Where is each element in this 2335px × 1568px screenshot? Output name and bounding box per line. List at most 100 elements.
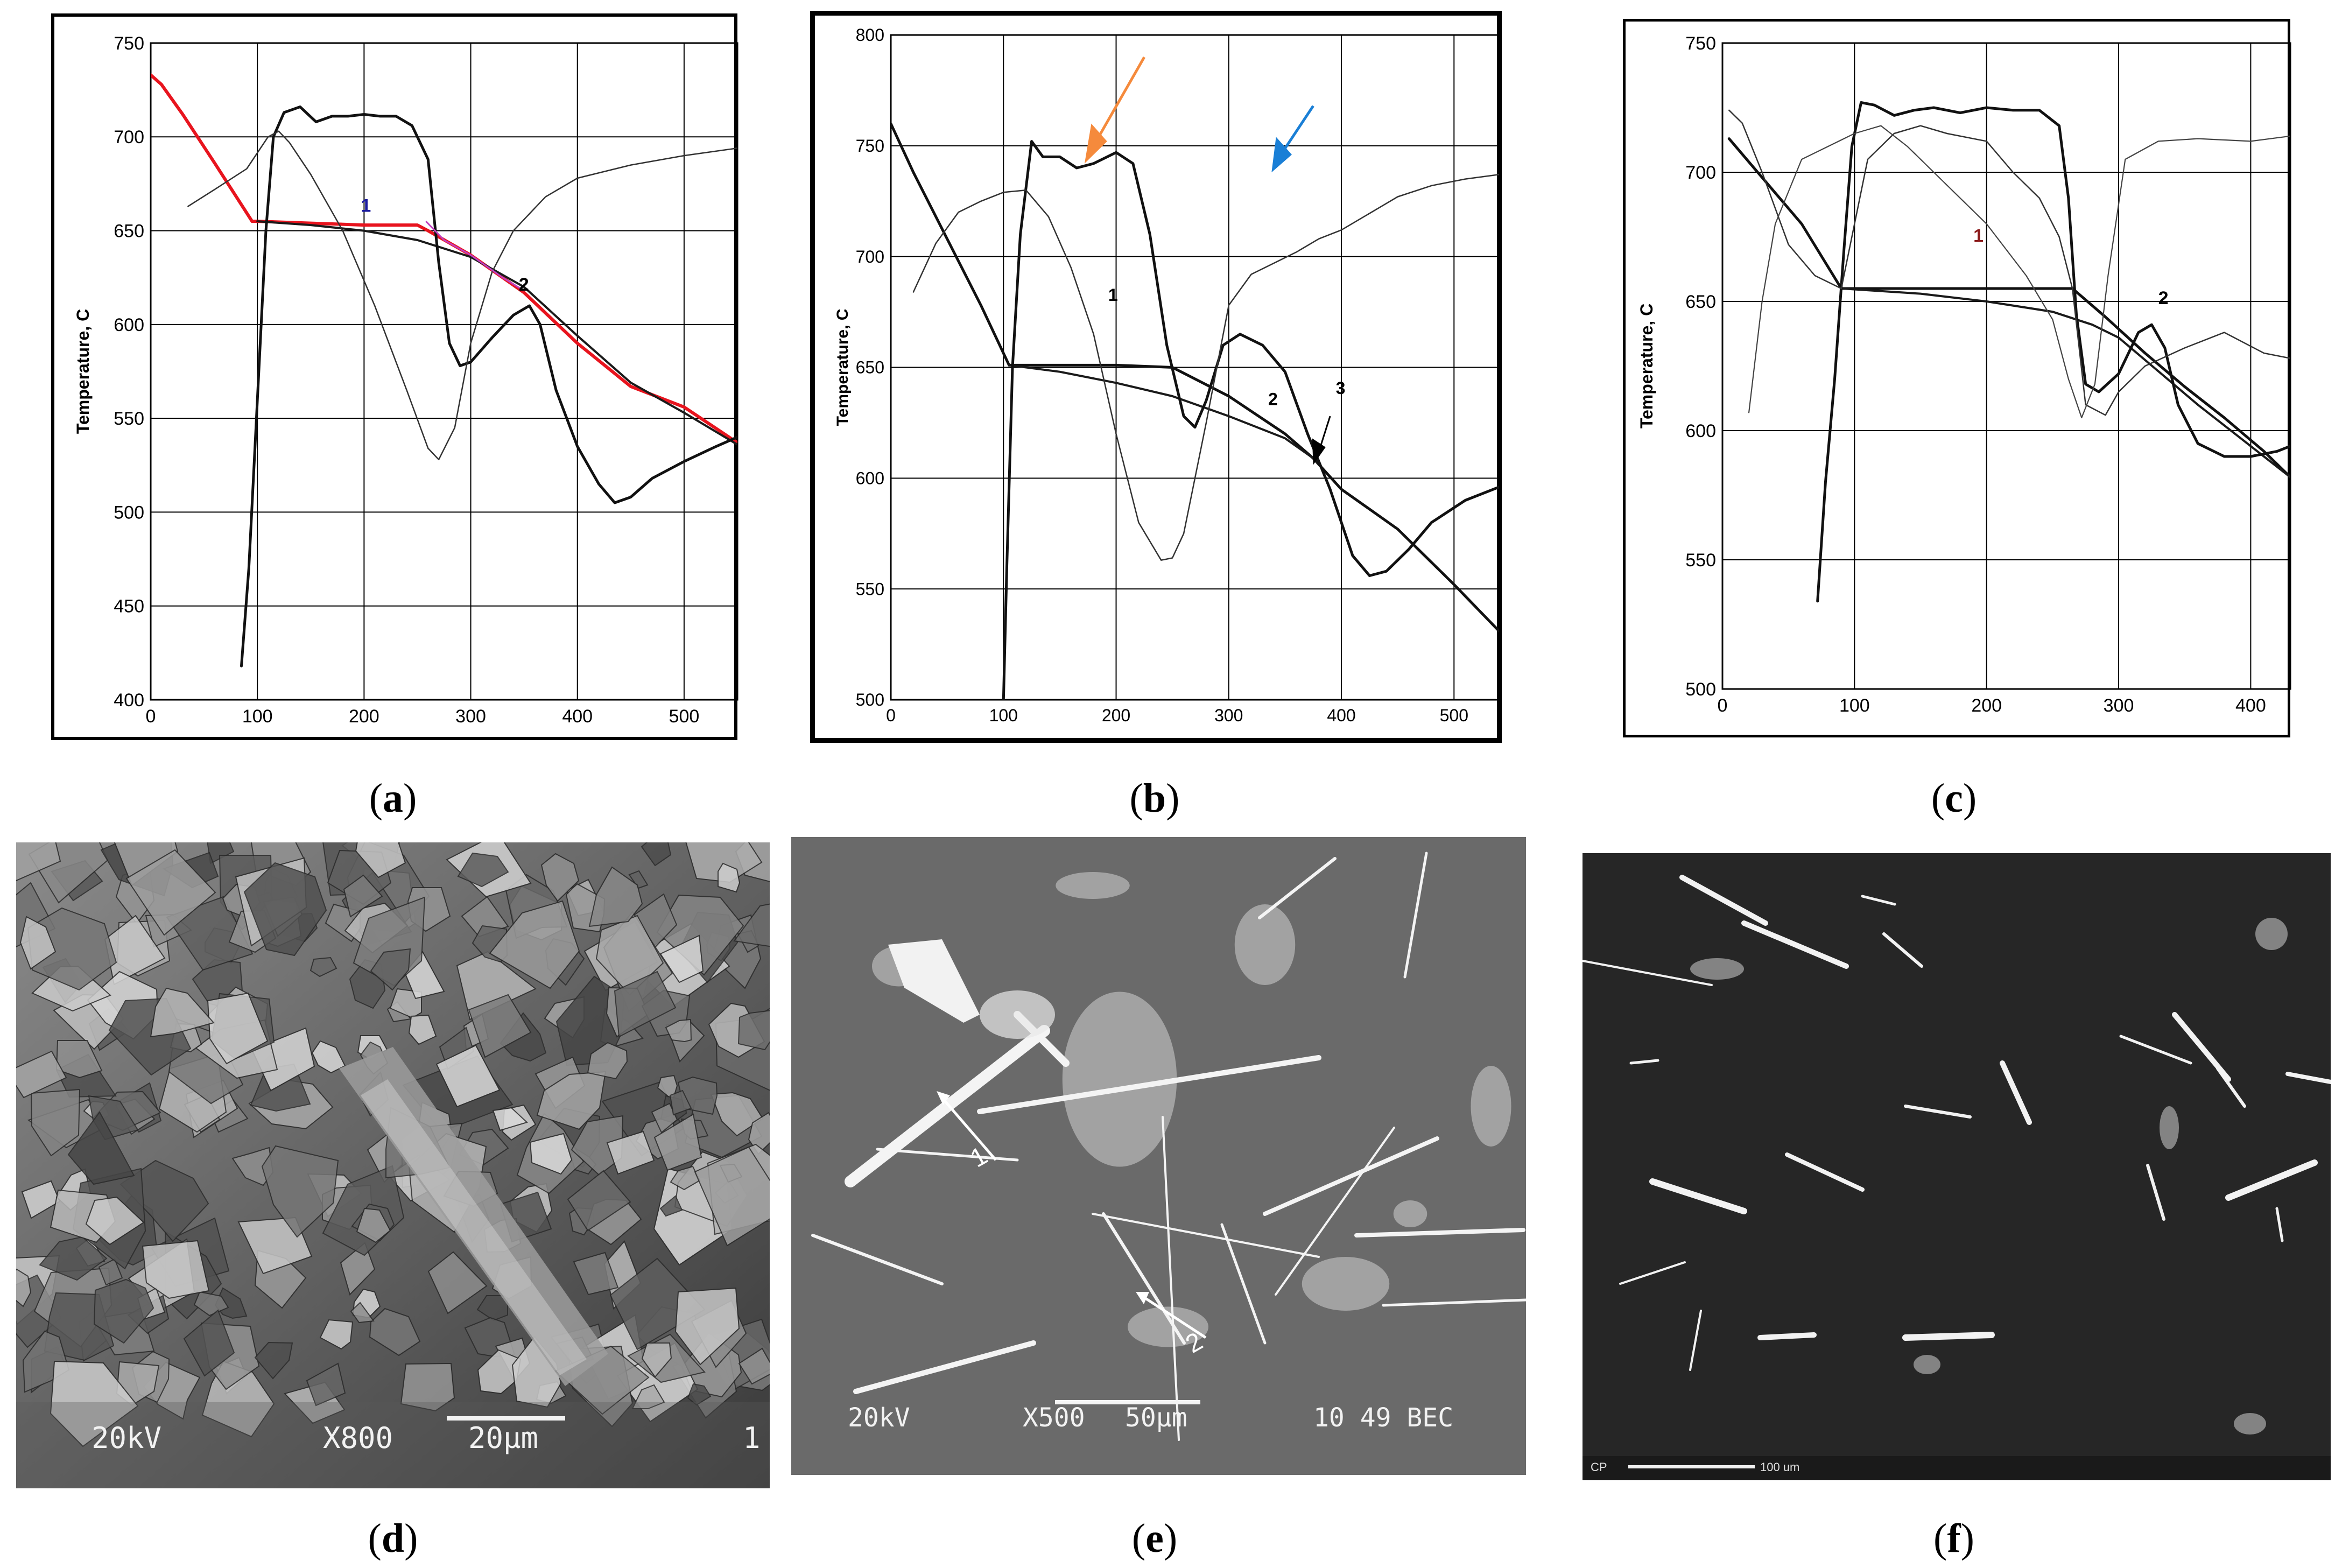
- arrow-icon: [1143, 1296, 1207, 1339]
- needle-phase: [1263, 1136, 1439, 1216]
- needle-phase: [1354, 1228, 1525, 1237]
- x-tick-label: 0: [1718, 695, 1728, 716]
- annotation-label: 2: [2158, 288, 2169, 308]
- fracture-facet: [150, 987, 215, 1038]
- needle-phase: [1258, 857, 1337, 919]
- needle-phase: [1403, 852, 1428, 979]
- fracture-facet: [641, 842, 672, 867]
- x-tick-label: 0: [146, 706, 156, 727]
- x-tick-label: 500: [669, 706, 700, 727]
- fracture-facet: [435, 1044, 501, 1108]
- phase-blob: [2160, 1106, 2179, 1149]
- fracture-facet: [207, 842, 235, 864]
- needle-phase: [2275, 1207, 2284, 1242]
- micrograph-d: 20kV X800 20μm 1 1: [16, 842, 770, 1488]
- fracture-facet: [370, 948, 411, 991]
- x-tick-label: 100: [989, 706, 1018, 725]
- fracture-facet: [567, 1170, 631, 1232]
- chart-frame-b: [810, 11, 1502, 743]
- series-line-cooling: [1727, 137, 2290, 479]
- plot-area-a: [150, 42, 739, 701]
- y-tick-label: 450: [114, 596, 144, 617]
- needle-phase: [1785, 1152, 1865, 1192]
- fracture-facet: [609, 1257, 706, 1351]
- phase-blob: [2255, 918, 2288, 950]
- needle-phase: [1861, 895, 1896, 906]
- fracture-facet: [39, 1236, 108, 1281]
- x-tick-label: 300: [455, 706, 486, 727]
- phase-blob: [1690, 958, 1744, 980]
- fracture-facet: [93, 1278, 154, 1344]
- fracture-facet: [16, 1268, 32, 1307]
- fracture-facet: [254, 1341, 293, 1380]
- x-tick-label: 200: [1102, 706, 1130, 725]
- arrowhead-icon: [937, 1091, 950, 1105]
- y-tick-label: 700: [114, 127, 144, 147]
- fracture-facet: [319, 1319, 354, 1350]
- y-tick-label: 650: [114, 221, 144, 241]
- x-tick-label: 100: [242, 706, 273, 727]
- x-tick-label: 400: [562, 706, 593, 727]
- x-tick-label: 100: [1839, 695, 1870, 716]
- fracture-facet: [653, 1113, 702, 1171]
- needle-phase: [1902, 1332, 1995, 1341]
- fracture-facet: [468, 994, 532, 1058]
- needle-phase: [1382, 1298, 1526, 1307]
- needle-phase: [2119, 1035, 2192, 1065]
- annotation-label: 1: [1108, 285, 1118, 305]
- fracture-facet: [738, 1347, 770, 1385]
- fracture-facet: [98, 1258, 123, 1286]
- arrow-icon: [944, 1100, 997, 1161]
- fracture-facet: [16, 842, 61, 882]
- blue-arrowhead-icon: [1271, 137, 1292, 173]
- fracture-facet: [529, 1133, 573, 1175]
- fracture-facet: [489, 900, 580, 989]
- y-tick-label: 750: [1685, 33, 1716, 54]
- y-tick-label: 700: [1685, 163, 1716, 183]
- y-axis-label: Temperature, C: [73, 309, 93, 434]
- fracture-facet: [125, 849, 216, 936]
- y-tick-label: 750: [856, 136, 884, 156]
- fracture-facet: [343, 874, 383, 918]
- chart-b: 0 100 200 300 400 500 500 550 600 650 700 750 800 Tem…: [810, 11, 1502, 743]
- fracture-facet: [606, 1130, 655, 1175]
- needle-phase: [1741, 920, 1849, 969]
- sem-scale-d: 20μm: [468, 1421, 538, 1455]
- needle-phase: [1102, 1212, 1186, 1345]
- series-line-cooling-lower: [1840, 287, 2290, 479]
- needle-phase: [1757, 1332, 1817, 1340]
- panel-b: 0 100 200 300 400 500 500 550 600 650 700 750 800 Tem…: [810, 11, 1504, 746]
- series-line-derivative-thin: [912, 174, 1499, 561]
- fracture-facet: [718, 862, 741, 893]
- annotation-label: 1: [361, 196, 371, 216]
- fracture-facet: [659, 934, 704, 983]
- micrograph-d-texture: 20kV X800 20μm 1 1: [16, 842, 770, 1488]
- annotation-label: 2: [1268, 389, 1278, 409]
- sem-voltage-d: 20kV: [92, 1421, 161, 1455]
- fracture-facet: [311, 1040, 346, 1074]
- x-tick-label: 300: [1214, 706, 1243, 725]
- caption-c: (c): [1931, 776, 1977, 821]
- fracture-facet: [369, 1307, 421, 1356]
- fracture-facet: [587, 1042, 628, 1080]
- fracture-facet: [231, 1147, 274, 1186]
- fracture-facet: [142, 1240, 210, 1299]
- phase-blob: [1302, 1257, 1390, 1311]
- series-line-derivative-thick: [240, 106, 737, 667]
- fracture-facet: [687, 1383, 712, 1406]
- x-tick-label: 0: [886, 706, 896, 725]
- fracture-facet: [457, 852, 509, 888]
- fracture-facet: [85, 1196, 145, 1246]
- caption-f: (f): [1933, 1516, 1974, 1561]
- needle-phase: [1629, 1059, 1659, 1065]
- y-tick-label: 600: [856, 469, 884, 488]
- bright-glow: [980, 990, 1055, 1039]
- needle-phase: [1689, 1310, 1702, 1371]
- needle-phase: [1220, 1223, 1267, 1345]
- fracture-facet: [573, 1251, 619, 1296]
- needle-phase: [1904, 1105, 1972, 1119]
- y-axis-label: Temperature, C: [1637, 304, 1656, 428]
- y-tick-label: 500: [114, 502, 144, 523]
- series-line-derivative-thick: [1002, 140, 1499, 700]
- x-tick-label: 400: [1327, 706, 1355, 725]
